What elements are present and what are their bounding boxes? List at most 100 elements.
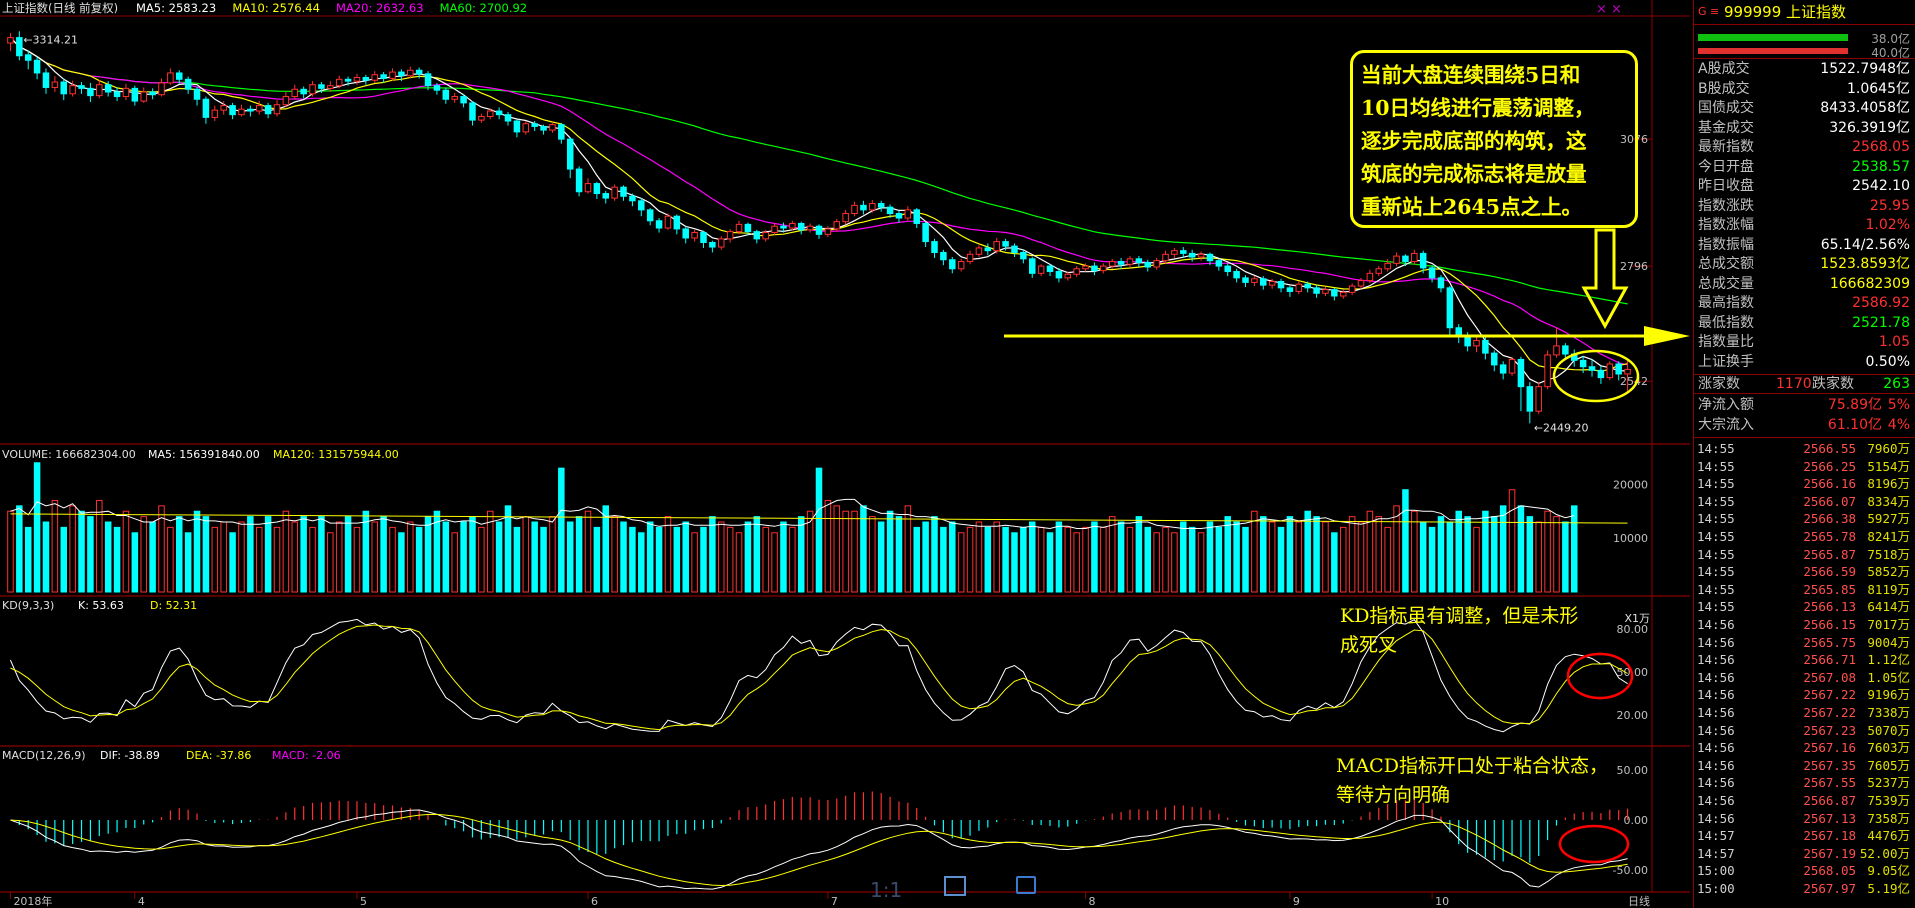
tick-time: 14:55 — [1697, 599, 1735, 615]
tick-volume: 8241万 — [1867, 529, 1910, 544]
volume-bar — [1028, 521, 1036, 593]
candle-body — [833, 221, 841, 230]
candle-body — [309, 84, 316, 95]
volume-bar — [1153, 532, 1160, 593]
stat-row: 指数量比 1.05 — [1694, 333, 1915, 351]
volume-bar — [1082, 526, 1089, 593]
ratio-button[interactable]: 1:1 — [870, 878, 903, 902]
screenshot-icon[interactable] — [1016, 876, 1036, 894]
candle-body — [184, 78, 192, 90]
macd-dea-line — [10, 813, 1628, 887]
candle-body — [1473, 339, 1480, 347]
candle-body — [238, 108, 245, 116]
volume-bar — [620, 521, 627, 593]
tick-row: 14:56 2567.22 9196万 — [1694, 685, 1915, 704]
fullscreen-icon[interactable] — [944, 876, 966, 896]
volume-bar — [815, 467, 823, 593]
volume-bar — [273, 526, 281, 593]
ma-legend-item: MA60: 2700.92 — [440, 1, 528, 15]
candle-body — [140, 91, 147, 102]
volume-bar — [1295, 521, 1303, 593]
rise-label: 涨家数 — [1698, 376, 1740, 392]
candle-body — [1348, 285, 1356, 293]
main-annotation-line: 筑底的完成标志将是放量 — [1361, 162, 1587, 186]
kd-label: KD(9,3,3) — [2, 599, 54, 612]
volume-bar — [255, 526, 263, 593]
candle-body — [797, 222, 805, 231]
candle-body — [709, 242, 716, 248]
candle-body — [922, 222, 929, 243]
stat-label: 基金成交 — [1698, 119, 1754, 136]
stock-header: G ≡ 999999 上证指数 — [1694, 0, 1915, 25]
stat-label: 国债成交 — [1698, 100, 1754, 116]
stat-row: 上证换手 0.50% — [1694, 353, 1915, 371]
candle-body — [1366, 272, 1374, 282]
volume-bar — [922, 521, 929, 593]
tick-row: 14:55 2565.87 7518万 — [1694, 545, 1915, 564]
candle-body — [1233, 271, 1240, 279]
candle-body — [700, 232, 707, 244]
candle-body — [300, 88, 307, 95]
tick-price: 2566.07 — [1803, 493, 1856, 509]
tick-time: 14:56 — [1697, 669, 1735, 685]
flow-row: 大宗流入 61.10亿 4% — [1694, 416, 1915, 434]
candle-body — [949, 259, 956, 270]
candle-body — [691, 232, 698, 239]
candle-body — [273, 104, 281, 115]
candle-body — [149, 91, 156, 96]
kline-chart[interactable]: 上证指数(日线 前复权) MA5: 2583.23 MA10: 2576.44 MA2… — [0, 0, 1690, 908]
candle-body — [1544, 354, 1551, 388]
volume-bar — [664, 516, 672, 593]
chart-area[interactable]: 上证指数(日线 前复权) MA5: 2583.23 MA10: 2576.44 MA2… — [0, 0, 1690, 908]
candle-body — [1055, 271, 1063, 279]
volume-bar — [140, 516, 147, 593]
candle-body — [718, 238, 725, 248]
resistance-arrow — [1644, 326, 1690, 346]
candle-body — [1331, 289, 1338, 297]
tick-volume: 1.05亿 — [1867, 669, 1910, 685]
volume-bar — [806, 510, 814, 593]
stock-code: 999999 — [1724, 3, 1782, 21]
volume-bar — [1108, 516, 1116, 593]
volume-bar — [602, 505, 610, 593]
ma-legend-item: MA5: 2583.23 — [136, 1, 216, 15]
tick-list-divider — [1694, 437, 1915, 438]
volume-bar — [1171, 532, 1178, 593]
volume-bar — [1197, 532, 1205, 593]
candle-body — [424, 73, 432, 87]
macd-highlight-ellipse — [1558, 824, 1630, 864]
tick-volume: 7358万 — [1867, 810, 1910, 826]
tick-row: 14:55 2565.85 8119万 — [1694, 580, 1915, 599]
candle-body — [513, 120, 521, 133]
candle-body — [895, 212, 903, 219]
volume-bar — [940, 526, 947, 593]
volume-bar — [229, 532, 236, 593]
candle-body — [824, 228, 832, 235]
candle-body — [1215, 260, 1223, 267]
volume-bar — [851, 510, 858, 593]
candle-body — [1357, 280, 1365, 287]
tick-row: 14:56 2565.75 9004万 — [1694, 633, 1915, 652]
month-label: 9 — [1293, 895, 1300, 908]
close-chart-icon[interactable]: × × — [1596, 2, 1622, 17]
candle-body — [1268, 280, 1276, 286]
volume-bar — [78, 510, 85, 593]
tick-time: 14:56 — [1697, 652, 1735, 668]
volume-bar — [744, 521, 752, 593]
main-annotation-line: 10日均线进行震荡调整， — [1361, 96, 1595, 120]
tick-row: 14:55 2566.59 5852万 — [1694, 562, 1915, 581]
candle-body — [1091, 265, 1098, 272]
code-prefix[interactable]: G ≡ — [1698, 5, 1720, 18]
ma60-line — [9, 37, 1628, 305]
tick-price: 2565.87 — [1803, 546, 1856, 562]
stat-label: A股成交 — [1698, 61, 1750, 77]
candle-body — [913, 209, 920, 224]
volume-bar — [1384, 526, 1391, 593]
rise-value: 1170 — [1776, 376, 1812, 392]
volume-bar — [353, 526, 361, 593]
candle-body — [1624, 368, 1631, 375]
candle-body — [869, 203, 876, 211]
tick-price: 2567.22 — [1803, 705, 1856, 720]
candle-body — [1339, 291, 1347, 297]
candle-body — [1562, 345, 1569, 355]
